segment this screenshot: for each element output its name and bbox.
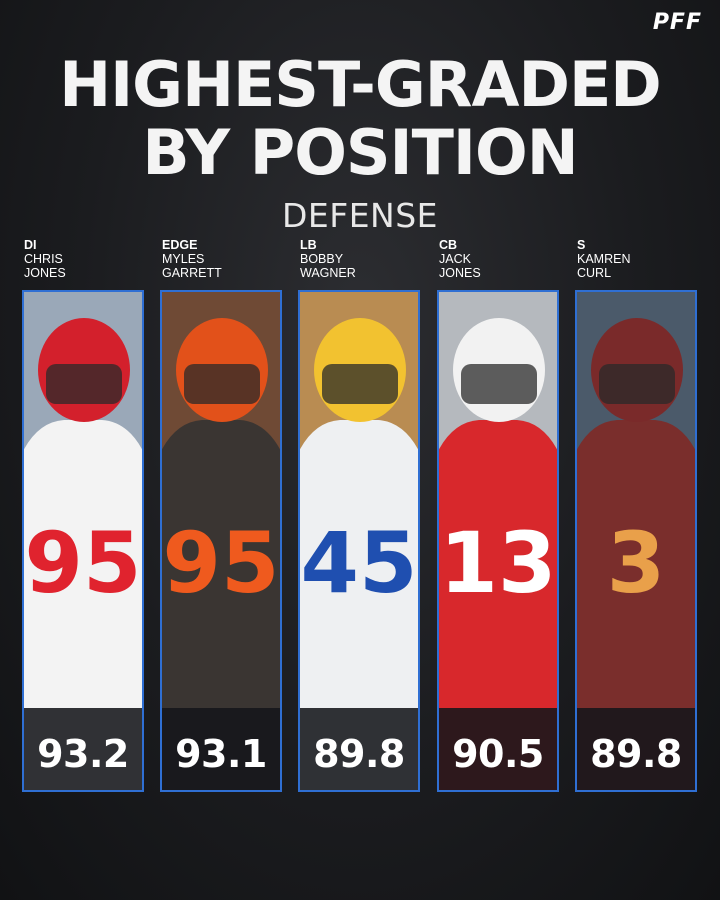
- facemask-shape: [599, 364, 675, 404]
- player-card-edge: 95 93.1: [160, 290, 282, 792]
- jersey-number: 95: [163, 514, 280, 612]
- player-last-name: CURL: [577, 266, 612, 280]
- player-last-name: GARRETT: [162, 266, 222, 280]
- grade-box: 93.2: [24, 708, 142, 790]
- jersey-shape: [577, 420, 695, 790]
- position-label: LB: [300, 238, 317, 252]
- jersey-shape: [300, 420, 418, 790]
- page-subtitle: DEFENSE: [281, 196, 439, 235]
- player-label-cb: CB JACK JONES: [439, 238, 481, 280]
- pff-logo: PFF: [652, 10, 702, 35]
- player-card-cb: 13 90.5: [437, 290, 559, 792]
- jersey-number: 45: [301, 514, 418, 612]
- position-label: EDGE: [162, 238, 198, 252]
- player-first-name: BOBBY: [300, 252, 344, 266]
- player-label-di: DI CHRIS JONES: [24, 238, 66, 280]
- player-card-lb: 45 89.8: [298, 290, 420, 792]
- jersey-shape: [439, 420, 557, 790]
- position-label: S: [577, 238, 586, 252]
- player-label-edge: EDGE MYLES GARRETT: [162, 238, 222, 280]
- player-label-lb: LB BOBBY WAGNER: [300, 238, 356, 280]
- player-last-name: JONES: [24, 266, 66, 280]
- player-photo: 13: [439, 292, 557, 790]
- position-label: CB: [439, 238, 458, 252]
- facemask-shape: [322, 364, 398, 404]
- jersey-number: 13: [440, 514, 557, 612]
- player-last-name: WAGNER: [300, 266, 356, 280]
- player-photo: 3: [577, 292, 695, 790]
- facemask-shape: [461, 364, 537, 404]
- player-card-s: 3 89.8: [575, 290, 697, 792]
- player-first-name: CHRIS: [24, 252, 63, 266]
- jersey-shape: [24, 420, 142, 790]
- player-photo: 95: [162, 292, 280, 790]
- grade-value: 93.1: [175, 732, 267, 776]
- grade-box: 93.1: [162, 708, 280, 790]
- page-title-line-2: BY POSITION: [142, 116, 578, 189]
- grade-box: 89.8: [577, 708, 695, 790]
- jersey-shape: [162, 420, 280, 790]
- grade-value: 89.8: [313, 732, 405, 776]
- grade-value: 90.5: [452, 732, 544, 776]
- grade-value: 89.8: [590, 732, 682, 776]
- player-photo: 95: [24, 292, 142, 790]
- grade-box: 90.5: [439, 708, 557, 790]
- player-first-name: MYLES: [162, 252, 205, 266]
- player-first-name: JACK: [439, 252, 471, 266]
- jersey-number: 95: [25, 514, 142, 612]
- page-title-line-1: HIGHEST-GRADED: [59, 48, 662, 121]
- facemask-shape: [46, 364, 122, 404]
- player-label-s: S KAMREN CURL: [577, 238, 630, 280]
- grade-box: 89.8: [300, 708, 418, 790]
- facemask-shape: [184, 364, 260, 404]
- player-photo: 45: [300, 292, 418, 790]
- grade-value: 93.2: [37, 732, 129, 776]
- jersey-number: 3: [607, 514, 665, 612]
- player-last-name: JONES: [439, 266, 481, 280]
- player-card-di: 95 93.2: [22, 290, 144, 792]
- position-label: DI: [24, 238, 37, 252]
- player-first-name: KAMREN: [577, 252, 631, 266]
